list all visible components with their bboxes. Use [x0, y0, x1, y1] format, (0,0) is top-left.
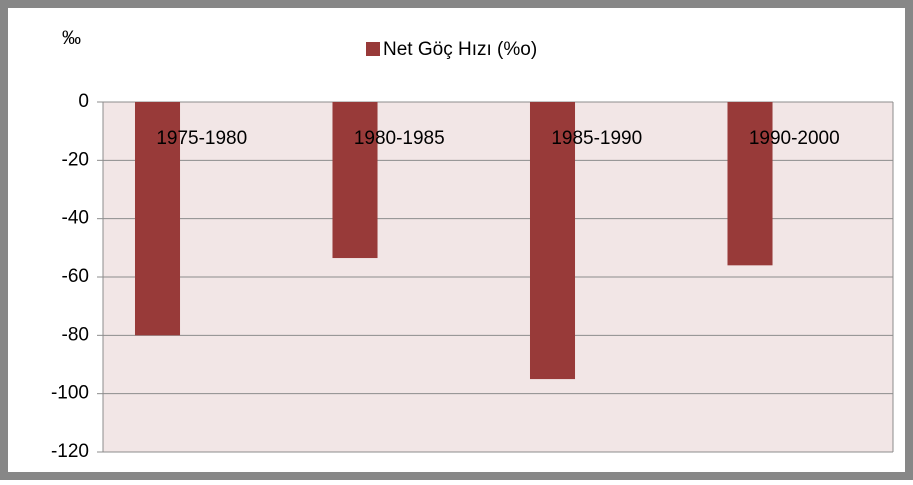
y-tick-label: -80 [62, 324, 89, 345]
x-tick-label: 1990-2000 [749, 128, 840, 149]
y-tick-label: 0 [78, 91, 89, 112]
y-tick-label: -120 [51, 441, 89, 462]
y-tick-label: -60 [62, 266, 89, 287]
bar [529, 102, 576, 380]
legend-label: Net Göç Hızı (%o) [383, 39, 537, 60]
y-tick-label: -40 [62, 208, 89, 229]
bar [727, 102, 773, 266]
y-tick-label: -20 [62, 149, 89, 170]
bar [332, 102, 378, 259]
bar [134, 102, 181, 336]
x-tick-label: 1985-1990 [551, 128, 642, 149]
y-axis-label: ‰ [62, 28, 81, 49]
legend-swatch [366, 42, 380, 56]
x-tick-label: 1980-1985 [354, 128, 445, 149]
y-tick-label: -100 [51, 383, 89, 404]
x-tick-label: 1975-1980 [156, 128, 247, 149]
